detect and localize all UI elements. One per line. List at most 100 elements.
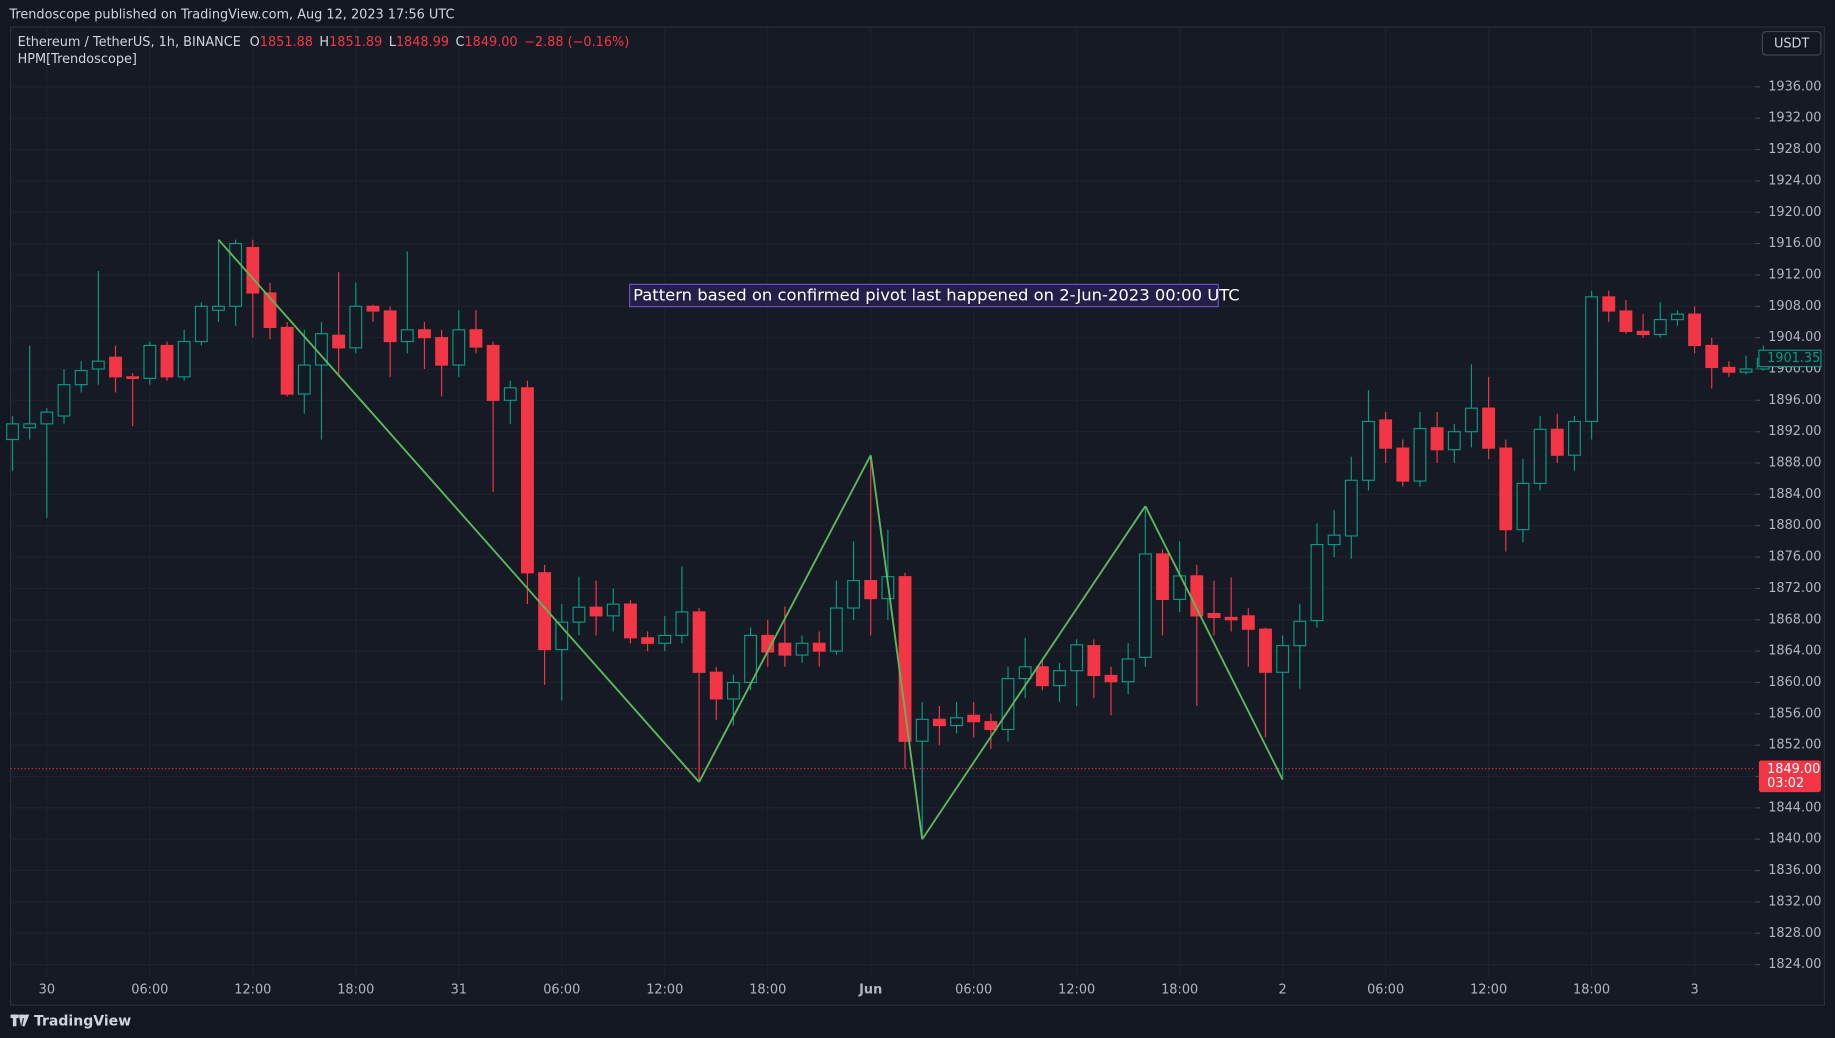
last-price-box xyxy=(1758,760,1821,793)
y-tick-label: 1872.00 xyxy=(1768,581,1821,596)
x-tick-label: 12:00 xyxy=(234,983,271,998)
candle-body xyxy=(91,360,105,370)
candle-body xyxy=(572,606,586,623)
candle-body xyxy=(383,310,397,343)
countdown-label: 03:02 xyxy=(1767,776,1804,791)
candle-body xyxy=(521,387,534,574)
y-tick-label: 1936.00 xyxy=(1768,79,1821,94)
candle-body xyxy=(950,717,963,727)
x-tick-label: 06:00 xyxy=(131,983,168,998)
chart-pane xyxy=(9,26,1826,1006)
x-tick-label: Jun xyxy=(858,983,882,998)
candle-body xyxy=(246,246,260,294)
x-tick-label: 06:00 xyxy=(955,983,992,998)
candle-body xyxy=(1207,612,1221,619)
candle-body xyxy=(126,376,140,379)
candle-body xyxy=(57,384,71,417)
y-tick-label: 1832.00 xyxy=(1768,894,1821,909)
candle-body xyxy=(658,634,672,644)
x-tick-label: 06:00 xyxy=(543,983,580,998)
y-tick-label: 1824.00 xyxy=(1768,957,1821,972)
candle-body xyxy=(6,423,19,441)
y-tick-label: 1852.00 xyxy=(1768,738,1821,753)
candle-body xyxy=(1138,553,1152,658)
footer-bar xyxy=(0,1006,1835,1038)
candle-body xyxy=(1327,534,1341,546)
candle-body xyxy=(623,603,637,639)
ohlc-value: 1848.99 xyxy=(396,35,449,50)
x-tick-label: 12:00 xyxy=(1470,983,1507,998)
candle-body xyxy=(1670,313,1684,321)
x-tick-label: 31 xyxy=(451,983,467,998)
candle-body xyxy=(829,607,843,652)
candle-body xyxy=(1533,428,1547,485)
candle-body xyxy=(1396,447,1410,482)
y-tick-label: 1896.00 xyxy=(1768,393,1821,408)
candle-body xyxy=(915,718,929,742)
y-tick-label: 1828.00 xyxy=(1768,926,1821,941)
x-tick-label: 06:00 xyxy=(1367,983,1404,998)
ohlc-label: L xyxy=(389,35,397,50)
candle-body xyxy=(229,243,243,307)
candle-body xyxy=(194,305,208,343)
candle-body xyxy=(778,642,792,656)
y-tick-label: 1912.00 xyxy=(1768,267,1821,282)
y-tick-label: 1856.00 xyxy=(1768,706,1821,721)
candle-body xyxy=(435,337,449,366)
y-tick-label: 1920.00 xyxy=(1768,205,1821,220)
y-tick-label: 1876.00 xyxy=(1768,550,1821,565)
candle-body xyxy=(109,356,122,378)
y-tick-label: 1924.00 xyxy=(1768,173,1821,188)
candle-body xyxy=(1224,616,1238,621)
y-tick-label: 1868.00 xyxy=(1768,612,1821,627)
candle-body xyxy=(143,344,157,379)
candle-body xyxy=(366,305,380,312)
ohlc-value: 1851.88 xyxy=(260,35,313,50)
y-tick-label: 1932.00 xyxy=(1768,111,1821,126)
candle-body xyxy=(1070,644,1084,672)
y-tick-label: 1884.00 xyxy=(1768,487,1821,502)
close-label-box xyxy=(1758,349,1822,368)
candle-body xyxy=(1739,368,1753,373)
y-tick-label: 1888.00 xyxy=(1768,456,1821,471)
zigzag-segment xyxy=(698,454,872,783)
close-label: 1901.35 xyxy=(1767,351,1820,366)
currency-button[interactable] xyxy=(1761,31,1822,56)
ohlc-label: C xyxy=(456,35,465,50)
indicator-name: HPM[Trendoscope] xyxy=(18,52,137,67)
candle-body xyxy=(74,369,88,386)
candle-body xyxy=(538,572,552,651)
currency-label[interactable]: USDT xyxy=(1774,36,1809,51)
candle-body xyxy=(1121,658,1135,683)
candle-body xyxy=(503,387,517,401)
candle-body xyxy=(932,718,946,727)
candle-body xyxy=(1619,310,1633,332)
candle-body xyxy=(452,329,466,366)
candle-body xyxy=(795,642,809,656)
symbol-line: Ethereum / TetherUS, 1h, BINANCE O1851.8… xyxy=(18,35,630,50)
candle-body xyxy=(1344,479,1358,537)
candle-body xyxy=(1241,615,1255,630)
candle-body xyxy=(589,606,603,617)
candle-body xyxy=(1156,553,1169,600)
candle-body xyxy=(1413,427,1427,482)
candle-body xyxy=(675,611,689,637)
candle-body xyxy=(469,329,483,348)
candle-body xyxy=(1567,420,1581,456)
x-tick-label: 18:00 xyxy=(749,983,786,998)
candle-body xyxy=(1499,447,1513,531)
zigzag-segment xyxy=(869,455,924,840)
candle-body xyxy=(898,576,912,742)
ohlc-label: H xyxy=(319,35,329,50)
candle-body xyxy=(1276,645,1290,673)
candle-body xyxy=(606,603,620,617)
candle-body xyxy=(280,326,294,395)
x-tick-label: 30 xyxy=(39,983,55,998)
candle-body xyxy=(1104,674,1118,683)
y-tick-label: 1840.00 xyxy=(1768,832,1821,847)
candle-body xyxy=(400,329,414,343)
footer-brand: TradingView xyxy=(34,1014,131,1030)
candle-body xyxy=(641,637,655,644)
y-tick-label: 1908.00 xyxy=(1768,299,1821,314)
